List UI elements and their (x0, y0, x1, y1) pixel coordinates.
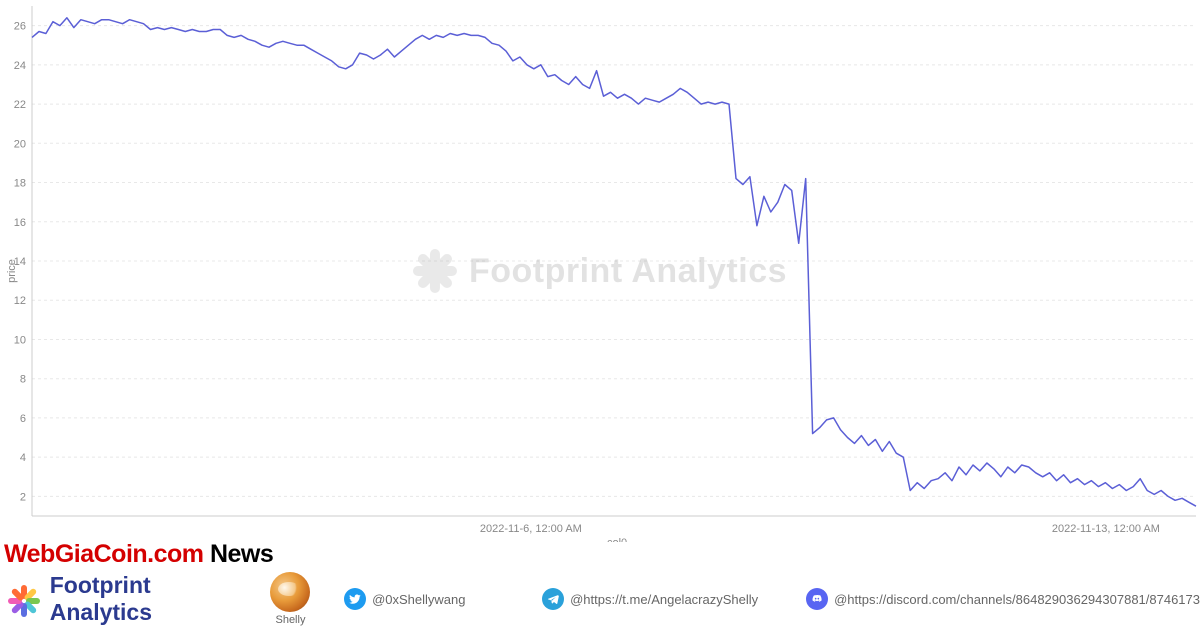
svg-text:10: 10 (14, 334, 26, 346)
user-badge: Shelly (257, 572, 324, 626)
svg-text:12: 12 (14, 295, 26, 307)
discord-icon (806, 588, 828, 610)
svg-text:16: 16 (14, 217, 26, 229)
svg-text:26: 26 (14, 21, 26, 33)
twitter-icon (344, 588, 366, 610)
social-links: @0xShellywang @https://t.me/AngelacrazySh… (324, 588, 1200, 610)
news-title: WebGiaCoin.com News (4, 540, 273, 569)
news-title-black: News (204, 540, 274, 568)
user-name: Shelly (275, 614, 305, 626)
chart-svg: 24681012141618202224262022-11-6, 12:00 A… (0, 0, 1200, 542)
svg-text:6: 6 (20, 413, 26, 425)
social-handle: @0xShellywang (372, 592, 465, 607)
svg-text:2022-11-13, 12:00 AM: 2022-11-13, 12:00 AM (1052, 523, 1160, 535)
social-link-telegram[interactable]: @https://t.me/AngelacrazyShelly (542, 588, 806, 610)
svg-text:4: 4 (20, 452, 26, 464)
svg-text:20: 20 (14, 138, 26, 150)
brand-logo-icon (8, 583, 40, 615)
svg-text:2: 2 (20, 491, 26, 503)
footer: WebGiaCoin.com News Footprint Analytics … (0, 542, 1200, 630)
brand: Footprint Analytics (8, 572, 257, 626)
social-link-discord[interactable]: @https://discord.com/channels/8648290362… (806, 588, 1200, 610)
y-axis-label: price (6, 259, 18, 283)
svg-text:2022-11-6, 12:00 AM: 2022-11-6, 12:00 AM (480, 523, 582, 535)
svg-text:22: 22 (14, 99, 26, 111)
avatar (270, 572, 310, 612)
social-link-twitter[interactable]: @0xShellywang (344, 588, 542, 610)
news-title-red: WebGiaCoin.com (4, 540, 204, 568)
brand-name: Footprint Analytics (50, 572, 257, 626)
svg-text:8: 8 (20, 374, 26, 386)
price-line-chart: price 24681012141618202224262022-11-6, 1… (0, 0, 1200, 542)
social-handle: @https://discord.com/channels/8648290362… (834, 592, 1200, 607)
svg-text:18: 18 (14, 178, 26, 190)
svg-text:24: 24 (14, 60, 26, 72)
social-handle: @https://t.me/AngelacrazyShelly (570, 592, 758, 607)
footer-row: Footprint Analytics Shelly @0xShellywang… (8, 572, 1200, 626)
telegram-icon (542, 588, 564, 610)
